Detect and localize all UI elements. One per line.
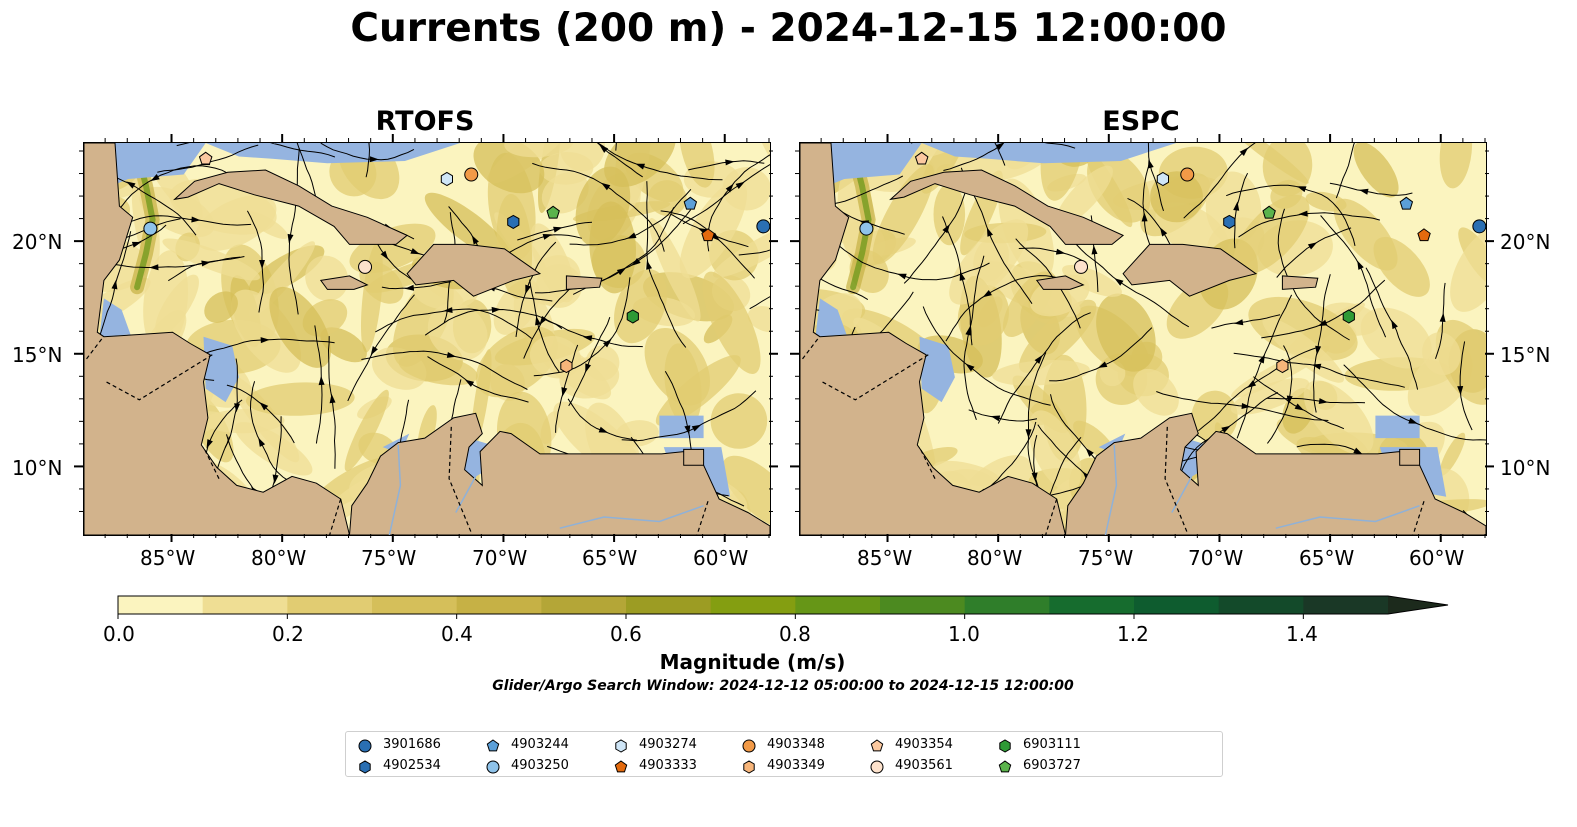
colorbar-tick-label: 1.2: [1117, 622, 1149, 646]
lat-label: 20°N: [12, 230, 63, 254]
legend-pentagon-icon: [486, 739, 500, 752]
float-marker-4902534: [1223, 214, 1236, 229]
legend-pentagon-icon: [614, 760, 628, 773]
legend-label: 6903111: [1023, 737, 1081, 752]
float-marker-4903244: [1399, 196, 1414, 210]
float-marker-4903349: [560, 358, 573, 374]
legend-circle-icon: [486, 760, 500, 774]
legend-label: 4903349: [767, 758, 825, 773]
legend-label: 4903348: [767, 737, 825, 752]
float-marker-4903561: [358, 259, 373, 274]
legend-hexagon-icon: [359, 760, 371, 774]
float-marker-3901686: [756, 219, 770, 234]
lon-label: 75°W: [361, 546, 417, 570]
page-title: Currents (200 m) - 2024-12-15 12:00:00: [350, 6, 1227, 51]
float-marker-6903111: [626, 309, 639, 324]
panel-title-rtofs: RTOFS: [375, 106, 475, 137]
float-marker-4903250: [859, 221, 874, 236]
lon-label: 85°W: [140, 546, 196, 570]
lat-label: 15°N: [1500, 343, 1551, 367]
axis-ticks: [74, 134, 1494, 542]
legend-circle-icon: [358, 739, 372, 753]
float-marker-6903727: [1262, 205, 1276, 219]
float-marker-4903250: [143, 221, 158, 236]
float-marker-4903349: [1276, 358, 1289, 374]
lon-label: 80°W: [967, 546, 1023, 570]
float-marker-4903333: [701, 228, 715, 242]
float-marker-6903111: [1342, 309, 1355, 324]
legend-label: 4903561: [895, 758, 953, 773]
float-marker-4903348: [1180, 167, 1195, 182]
legend-label: 4903274: [639, 737, 697, 752]
colorbar-tick-label: 0.4: [441, 622, 473, 646]
float-marker-4903274: [440, 171, 453, 187]
float-marker-4903354: [914, 151, 929, 165]
lat-label: 15°N: [12, 343, 63, 367]
float-marker-3901686: [1472, 219, 1486, 234]
lon-label: 60°W: [1409, 546, 1465, 570]
lon-label: 85°W: [857, 546, 913, 570]
colorbar-tick-label: 0.8: [779, 622, 811, 646]
legend-hexagon-icon: [999, 739, 1011, 753]
lon-label: 65°W: [1299, 546, 1355, 570]
search-window-caption: Glider/Argo Search Window: 2024-12-12 05…: [492, 678, 1074, 694]
colorbar-tick-label: 0.6: [610, 622, 642, 646]
legend-label: 3901686: [383, 737, 441, 752]
map-panel-rtofs: [83, 142, 771, 536]
lon-label: 75°W: [1078, 546, 1134, 570]
legend-hexagon-icon: [743, 760, 755, 774]
lon-label: 70°W: [1188, 546, 1244, 570]
float-marker-6903727: [546, 205, 560, 219]
legend-pentagon-icon: [998, 760, 1012, 773]
lon-label: 70°W: [472, 546, 528, 570]
colorbar: [117, 595, 1449, 619]
lat-label: 20°N: [1500, 230, 1551, 254]
colorbar-tick-label: 1.0: [948, 622, 980, 646]
float-marker-4903348: [464, 167, 479, 182]
float-marker-4903333: [1417, 228, 1431, 242]
float-marker-4903354: [198, 151, 213, 165]
legend-label: 4903354: [895, 737, 953, 752]
colorbar-tick-label: 1.4: [1286, 622, 1318, 646]
legend-circle-icon: [870, 760, 884, 774]
colorbar-title: Magnitude (m/s): [659, 650, 846, 674]
lat-label: 10°N: [12, 456, 63, 480]
lon-label: 60°W: [693, 546, 749, 570]
legend-label: 4903250: [511, 758, 569, 773]
legend-pentagon-icon: [870, 739, 884, 752]
legend-hexagon-icon: [615, 739, 627, 753]
legend-label: 4903244: [511, 737, 569, 752]
legend-circle-icon: [742, 739, 756, 753]
legend-label: 4902534: [383, 758, 441, 773]
float-marker-4903274: [1156, 171, 1169, 187]
colorbar-tick-label: 0.2: [272, 622, 304, 646]
float-marker-4903561: [1074, 259, 1089, 274]
float-marker-4903244: [683, 196, 698, 210]
lon-label: 80°W: [251, 546, 307, 570]
panel-title-espc: ESPC: [1102, 106, 1180, 137]
current-map-espc: [800, 143, 1486, 535]
legend-label: 6903727: [1023, 758, 1081, 773]
current-map-rtofs: [84, 143, 770, 535]
float-marker-4902534: [507, 214, 520, 229]
map-panel-espc: [799, 142, 1487, 536]
float-legend: 3901686 4902534 4903244 4903250 4903274 49033…: [345, 731, 1223, 777]
lon-label: 65°W: [582, 546, 638, 570]
legend-label: 4903333: [639, 758, 697, 773]
lat-label: 10°N: [1500, 456, 1551, 480]
colorbar-tick-label: 0.0: [103, 622, 135, 646]
